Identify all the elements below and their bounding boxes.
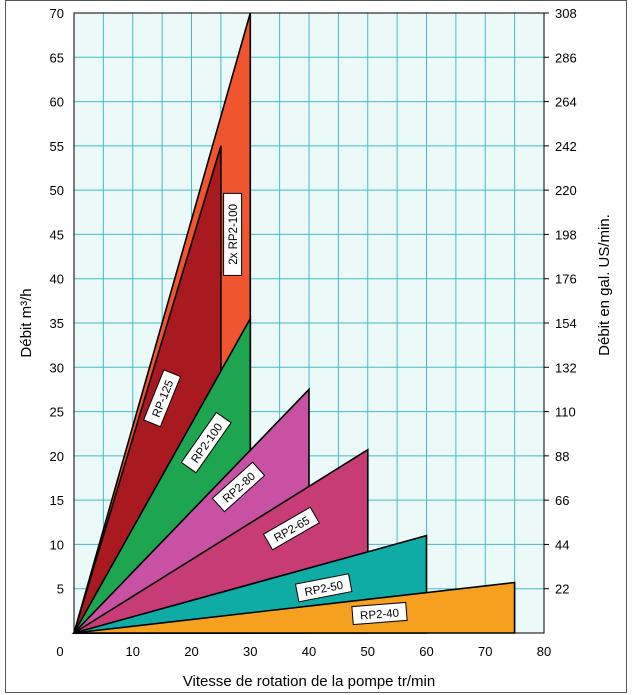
y-tick-label: 65 [50,50,64,65]
y2-tick-label: 132 [555,360,577,375]
y2-tick-label: 154 [555,316,577,331]
y2-tick-label: 88 [555,449,569,464]
x-tick-label: 30 [243,644,257,659]
y-tick-label: 10 [50,537,64,552]
y-tick-label: 25 [50,405,64,420]
x-tick-label: 70 [478,644,492,659]
y2-tick-labels: 22 44 66 88 110 132 154 176 198 220 242 264 286 308 [544,6,577,597]
x-tick-label: 10 [126,644,140,659]
sector-label-text: 2x RP2-100 [228,204,240,265]
y2-axis-title: Débit en gal. US/min. [596,214,613,356]
x-tick-label: 0 [56,644,63,659]
y2-tick-label: 22 [555,582,569,597]
y-tick-labels: 5 10 15 20 25 30 35 40 45 50 55 60 65 70 [50,6,64,597]
y2-tick-label: 242 [555,139,577,154]
y-axis-title: Débit m³/h [18,288,35,357]
y2-tick-label: 176 [555,272,577,287]
x-tick-label: 60 [419,644,433,659]
y2-tick-label: 198 [555,227,577,242]
x-tick-label: 80 [537,644,551,659]
x-tick-labels: 0 10 20 30 40 50 60 70 80 [56,644,551,659]
y2-tick-label: 110 [555,405,576,420]
y2-tick-label: 308 [555,6,577,21]
sector-label-box [294,573,353,603]
y-tick-label: 20 [50,449,64,464]
x-tick-label: 50 [361,644,375,659]
y2-tick-label: 264 [555,95,577,110]
sector-label-box [211,461,266,513]
sector-label-box [142,369,182,428]
sector-label-text: RP2-40 [360,607,400,622]
y2-tick-label: 66 [555,493,569,508]
y-tick-label: 55 [50,139,64,154]
y-tick-label: 40 [50,272,64,287]
y2-tick-label: 44 [555,537,569,552]
y2-tick-label: 220 [555,183,577,198]
sector-label-box [180,411,232,474]
y-tick-label: 70 [50,6,64,21]
y-tick-label: 45 [50,227,64,242]
x-axis-title: Vitesse de rotation de la pompe tr/min [183,673,435,690]
y-tick-label: 50 [50,183,64,198]
sector-label-box [262,506,320,551]
x-tick-label: 40 [302,644,316,659]
y-tick-label: 60 [50,95,64,110]
x-tick-label: 20 [184,644,198,659]
y2-tick-label: 286 [555,50,577,65]
sector-label-box [223,192,243,276]
sector-label-rp2-40: RP2-40 [351,601,408,626]
sector-label-rp2-50: RP2-50 [294,573,353,603]
y-tick-label: 35 [50,316,64,331]
y-tick-label: 15 [50,493,64,508]
sector-label-box [351,601,408,626]
y-tick-label: 30 [50,360,64,375]
sector-label-2x-rp2-100: 2x RP2-100 [223,192,243,276]
y-tick-label: 5 [57,582,64,597]
